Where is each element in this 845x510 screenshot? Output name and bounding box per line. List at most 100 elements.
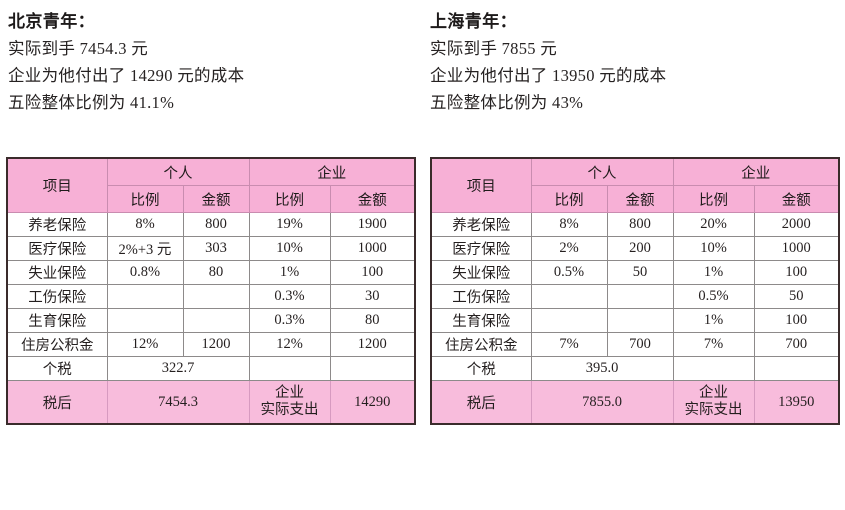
cell-enterprise-rate: 1% [248, 260, 331, 285]
cell-enterprise-amount: 100 [329, 260, 416, 285]
enterprise-label-line2: 实际支出 [260, 402, 319, 418]
table-row: 工伤保险 0.5% 50 [430, 284, 840, 309]
cell-personal-amount [606, 308, 674, 333]
cell-enterprise-rate: 12% [248, 332, 331, 357]
header-personal: 个人 [530, 157, 674, 186]
cell-enterprise-amount: 100 [753, 308, 840, 333]
enterprise-label-line1: 企业 [275, 385, 304, 401]
cell-personal-amount [182, 284, 250, 309]
cell-enterprise-rate: 0.5% [672, 284, 755, 309]
cell-personal-amount: 50 [606, 260, 674, 285]
cell-personal-rate: 8% [106, 212, 184, 237]
header-row-top: 项目 个人 企业 [430, 157, 840, 213]
row-item: 住房公积金 [430, 332, 532, 357]
cell-personal-rate [106, 284, 184, 309]
cell-personal-rate: 8% [530, 212, 608, 237]
summary-shanghai: 上海青年： 实际到手 7855 元 企业为他付出了 13950 元的成本 五险整… [430, 8, 835, 116]
header-row-bottom: 比例 金额 比例 金额 [431, 185, 840, 213]
header-enterprise-amount: 金额 [329, 185, 416, 213]
summary-title: 上海青年： [430, 12, 517, 31]
cell-enterprise-rate: 20% [672, 212, 755, 237]
table-row-total: 税后 7855.0 企业 实际支出 13950 [430, 380, 840, 425]
cell-personal-amount [182, 308, 250, 333]
table-row: 养老保险 8% 800 19% 1900 [6, 212, 416, 237]
cell-aftertax-value: 7454.3 [106, 380, 250, 425]
table-row: 医疗保险 2%+3 元 303 10% 1000 [6, 236, 416, 261]
cell-enterprise-actual-label: 企业 实际支出 [672, 380, 755, 425]
cell-personal-amount: 700 [606, 332, 674, 357]
cell-personal-amount: 800 [182, 212, 250, 237]
cell-aftertax-value: 7855.0 [530, 380, 674, 425]
row-item: 工伤保险 [6, 284, 108, 309]
table-body: 养老保险 8% 800 20% 2000 医疗保险 2% 200 10% 100… [430, 212, 840, 425]
table-header: 项目 个人 企业 比例 金额 比例 金额 [430, 157, 840, 213]
cell-enterprise-actual-label: 企业 实际支出 [248, 380, 331, 425]
row-item: 养老保险 [6, 212, 108, 237]
enterprise-label-line1: 企业 [699, 385, 728, 401]
cell-tax-value: 322.7 [106, 356, 250, 381]
header-enterprise: 企业 [248, 157, 416, 186]
header-item: 项目 [6, 157, 108, 213]
cell-tax-enterprise-amount [329, 356, 416, 381]
cell-enterprise-rate: 7% [672, 332, 755, 357]
cell-personal-rate [106, 308, 184, 333]
summary-beijing: 北京青年： 实际到手 7454.3 元 企业为他付出了 14290 元的成本 五… [8, 8, 408, 116]
cell-enterprise-actual-amount: 13950 [753, 380, 840, 425]
cell-enterprise-amount: 80 [329, 308, 416, 333]
header-personal-rate: 比例 [106, 185, 184, 213]
table-row: 失业保险 0.8% 80 1% 100 [6, 260, 416, 285]
cell-personal-rate: 2%+3 元 [106, 236, 184, 261]
cell-tax-enterprise-amount [753, 356, 840, 381]
cell-enterprise-rate: 10% [672, 236, 755, 261]
row-item: 生育保险 [6, 308, 108, 333]
summary-employer-cost: 企业为他付出了 14290 元的成本 [8, 66, 245, 85]
row-item: 生育保险 [430, 308, 532, 333]
cell-personal-rate [530, 308, 608, 333]
cell-personal-amount [606, 284, 674, 309]
row-item: 住房公积金 [6, 332, 108, 357]
beijing-table-wrapper: 项目 个人 企业 比例 金额 比例 金额 养老保险 8% 800 19% 190 [6, 157, 416, 425]
cell-personal-amount: 303 [182, 236, 250, 261]
cell-personal-amount: 1200 [182, 332, 250, 357]
table-header: 项目 个人 企业 比例 金额 比例 金额 [6, 157, 416, 213]
cell-enterprise-amount: 50 [753, 284, 840, 309]
table-row: 住房公积金 12% 1200 12% 1200 [6, 332, 416, 357]
header-enterprise-rate: 比例 [248, 185, 331, 213]
header-row-bottom: 比例 金额 比例 金额 [7, 185, 416, 213]
cell-enterprise-rate: 19% [248, 212, 331, 237]
enterprise-label-line2: 实际支出 [684, 402, 743, 418]
header-enterprise: 企业 [672, 157, 840, 186]
cell-enterprise-rate: 10% [248, 236, 331, 261]
row-item-tax: 个税 [6, 356, 108, 381]
table-row: 医疗保险 2% 200 10% 1000 [430, 236, 840, 261]
cell-tax-enterprise-rate [248, 356, 331, 381]
cell-enterprise-amount: 100 [753, 260, 840, 285]
table-row: 工伤保险 0.3% 30 [6, 284, 416, 309]
header-personal-rate: 比例 [530, 185, 608, 213]
summary-employer-cost: 企业为他付出了 13950 元的成本 [430, 66, 667, 85]
cell-enterprise-actual-amount: 14290 [329, 380, 416, 425]
header-personal-amount: 金额 [182, 185, 250, 213]
table-row: 生育保险 1% 100 [430, 308, 840, 333]
cell-enterprise-amount: 30 [329, 284, 416, 309]
table-row-total: 税后 7454.3 企业 实际支出 14290 [6, 380, 416, 425]
cell-personal-amount: 200 [606, 236, 674, 261]
row-item: 工伤保险 [430, 284, 532, 309]
cell-tax-enterprise-rate [672, 356, 755, 381]
table-row: 失业保险 0.5% 50 1% 100 [430, 260, 840, 285]
cell-personal-rate: 2% [530, 236, 608, 261]
cell-tax-value: 395.0 [530, 356, 674, 381]
row-item: 医疗保险 [6, 236, 108, 261]
summary-takehome: 实际到手 7454.3 元 [8, 39, 149, 58]
header-item: 项目 [430, 157, 532, 213]
table-row: 养老保险 8% 800 20% 2000 [430, 212, 840, 237]
beijing-table: 项目 个人 企业 比例 金额 比例 金额 养老保险 8% 800 19% 190 [6, 157, 416, 425]
cell-enterprise-amount: 2000 [753, 212, 840, 237]
cell-personal-amount: 80 [182, 260, 250, 285]
summary-title: 北京青年： [8, 12, 95, 31]
summary-takehome: 实际到手 7855 元 [430, 39, 558, 58]
cell-personal-rate: 7% [530, 332, 608, 357]
cell-enterprise-amount: 1000 [329, 236, 416, 261]
row-item-aftertax: 税后 [430, 380, 532, 425]
header-row-top: 项目 个人 企业 [6, 157, 416, 213]
